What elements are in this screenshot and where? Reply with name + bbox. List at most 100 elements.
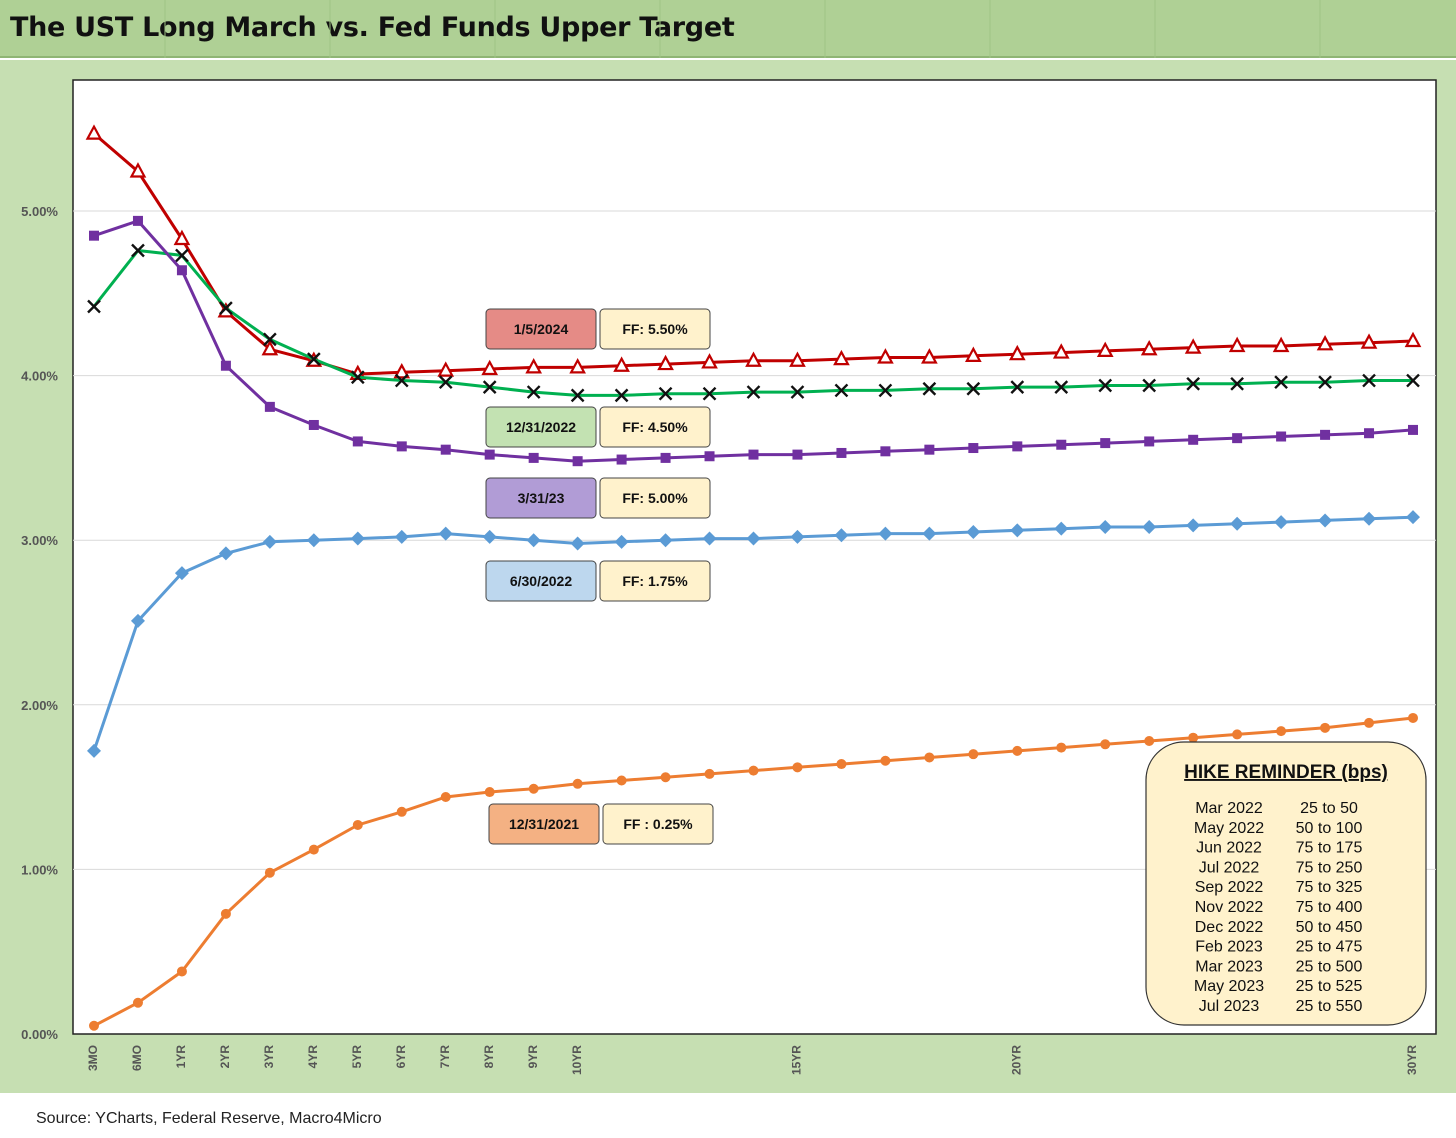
data-point (877, 348, 894, 364)
data-point (1362, 511, 1377, 526)
data-point (220, 908, 231, 919)
x-tick-label: 10YR (570, 1045, 584, 1075)
data-point (836, 447, 847, 458)
data-point (528, 783, 539, 794)
data-point (922, 526, 937, 541)
data-point (1232, 433, 1243, 444)
data-point (218, 546, 233, 561)
data-point (350, 370, 365, 385)
title-bar: The UST Long March vs. Fed Funds Upper T… (0, 0, 1456, 58)
data-point (570, 388, 585, 403)
data-point (921, 348, 938, 364)
data-point (352, 819, 363, 830)
data-point (1276, 431, 1287, 442)
data-point (437, 361, 455, 377)
series-3-31-23 (89, 215, 1418, 467)
hike-date: Jun 2022 (1196, 840, 1262, 857)
hike-date: Jul 2023 (1199, 998, 1260, 1015)
data-point (658, 386, 673, 401)
data-point (834, 528, 849, 543)
data-point (131, 243, 145, 258)
x-tick-label: 30YR (1405, 1045, 1419, 1075)
data-point (1230, 516, 1245, 531)
data-point (1318, 513, 1333, 528)
data-point (880, 755, 891, 766)
data-point (1140, 339, 1158, 356)
hike-reminder-bg (1145, 741, 1427, 1026)
ff-box-label: FF: 4.50% (622, 419, 688, 435)
series-6-30-2022 (87, 510, 1420, 758)
data-point (484, 449, 495, 460)
data-point (1012, 441, 1023, 452)
data-point (880, 446, 891, 457)
data-point (968, 749, 979, 760)
data-point (174, 566, 189, 581)
ff-box-label: FF: 5.00% (622, 490, 688, 506)
x-tick-label: 9YR (526, 1045, 540, 1069)
hike-value: 25 to 525 (1296, 978, 1363, 995)
data-point (964, 346, 982, 362)
data-point (394, 373, 409, 388)
data-point (481, 359, 499, 376)
data-point (701, 353, 718, 369)
ff-box (599, 406, 711, 448)
data-point (966, 381, 981, 396)
data-point (746, 531, 761, 546)
x-tick-label: 4YR (306, 1045, 320, 1069)
data-point (1364, 717, 1375, 728)
data-point (968, 443, 979, 454)
data-point (924, 752, 935, 763)
x-tick-label: 7YR (438, 1045, 452, 1069)
date-box-label: 6/30/2022 (510, 573, 572, 589)
data-point (89, 1020, 99, 1031)
hike-date: Dec 2022 (1195, 919, 1264, 936)
date-box-label: 3/31/23 (518, 490, 565, 506)
data-point (1054, 521, 1069, 536)
ff-box-label: FF : 0.25% (623, 816, 693, 832)
data-point (1142, 520, 1157, 535)
data-point (1054, 380, 1069, 394)
data-point (394, 529, 409, 544)
data-point (836, 759, 847, 770)
data-point (1188, 732, 1199, 743)
data-point (1142, 378, 1157, 393)
data-point (263, 332, 277, 347)
data-point (966, 524, 981, 539)
data-point (87, 299, 101, 314)
data-point (878, 383, 893, 398)
data-point (1230, 376, 1244, 391)
data-point (1096, 341, 1114, 358)
data-point (352, 436, 363, 447)
date-box (485, 308, 597, 350)
data-point (1360, 333, 1378, 349)
hike-date: Nov 2022 (1195, 899, 1264, 916)
data-point (1318, 375, 1332, 390)
hike-value: 75 to 250 (1296, 859, 1363, 876)
data-point (702, 386, 717, 401)
data-point (1274, 515, 1289, 530)
ff-box-label: FF: 5.50% (622, 321, 688, 337)
data-point (702, 531, 717, 546)
data-point (350, 531, 365, 546)
x-tick-label: 15YR (790, 1045, 804, 1075)
data-point (440, 444, 451, 455)
data-point (1098, 520, 1113, 535)
data-point (482, 529, 497, 544)
data-point (438, 526, 453, 541)
data-point (833, 349, 850, 366)
hike-value: 75 to 175 (1296, 840, 1363, 857)
data-point (789, 351, 806, 367)
data-point (482, 380, 497, 394)
data-point (748, 765, 759, 776)
data-point (85, 124, 103, 140)
data-point (132, 215, 143, 226)
data-point (306, 533, 321, 548)
data-point (393, 362, 411, 379)
date-box-label: 1/5/2024 (514, 321, 569, 337)
data-point (792, 449, 803, 460)
data-point (569, 358, 586, 374)
data-point (1228, 336, 1246, 353)
hike-value: 25 to 550 (1296, 998, 1363, 1015)
hike-date: Sep 2022 (1195, 879, 1264, 896)
